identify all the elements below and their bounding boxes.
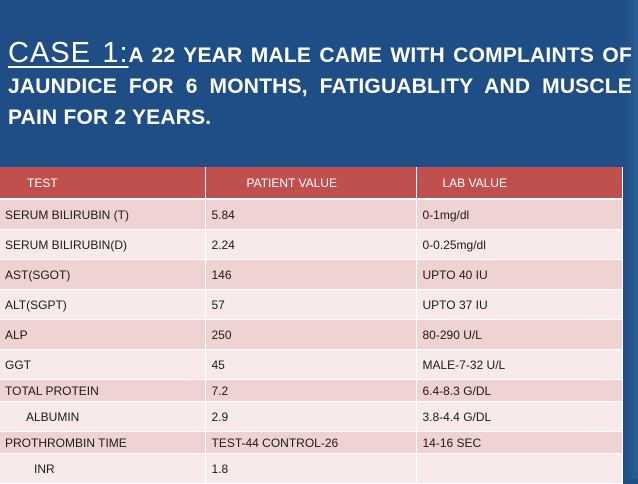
lab-value: 80-290 U/L <box>416 319 623 350</box>
table-row: TOTAL PROTEIN 7.2 6.4-8.3 G/DL <box>0 379 623 402</box>
table-row: INR 1.8 <box>0 453 623 484</box>
patient-value: 2.9 <box>205 401 417 432</box>
lab-value: 0-1mg/dl <box>416 199 623 230</box>
patient-value: 45 <box>205 349 417 380</box>
case-label: CASE 1: <box>8 37 129 69</box>
patient-value: 250 <box>205 319 417 350</box>
table-row: AST(SGOT) 146 UPTO 40 IU <box>0 259 623 290</box>
lab-value <box>416 453 623 484</box>
patient-value: TEST-44 CONTROL-26 <box>205 431 417 454</box>
lab-value: MALE-7-32 U/L <box>416 349 623 380</box>
test-name: GGT <box>0 349 206 380</box>
table-row: SERUM BILIRUBIN (T) 5.84 0-1mg/dl <box>0 199 623 230</box>
table-row: ALT(SGPT) 57 UPTO 37 IU <box>0 289 623 320</box>
test-name: ALP <box>0 319 206 350</box>
test-name: AST(SGOT) <box>0 259 206 290</box>
table-header-row: TEST PATIENT VALUE LAB VALUE <box>0 167 623 200</box>
slide-title: CASE 1:A 22 YEAR MALE CAME WITH COMPLAIN… <box>8 38 632 133</box>
patient-value: 5.84 <box>205 199 417 230</box>
header-test: TEST <box>0 167 206 200</box>
test-name: ALBUMIN <box>0 401 206 432</box>
patient-value: 2.24 <box>205 229 417 260</box>
test-name: SERUM BILIRUBIN (T) <box>0 199 206 230</box>
table-row: ALBUMIN 2.9 3.8-4.4 G/DL <box>0 401 623 432</box>
test-name: PROTHROMBIN TIME <box>0 431 206 454</box>
table-row: PROTHROMBIN TIME TEST-44 CONTROL-26 14-1… <box>0 431 623 454</box>
slide-edge-decoration <box>624 0 638 479</box>
lab-value: UPTO 37 IU <box>416 289 623 320</box>
lab-value: 3.8-4.4 G/DL <box>416 401 623 432</box>
lab-value: 14-16 SEC <box>416 431 623 454</box>
test-name: ALT(SGPT) <box>0 289 206 320</box>
header-lab-value: LAB VALUE <box>416 167 623 200</box>
lab-value: UPTO 40 IU <box>416 259 623 290</box>
case-description: A 22 YEAR MALE CAME WITH COMPLAINTS OF J… <box>8 44 632 129</box>
patient-value: 7.2 <box>205 379 417 402</box>
table-row: GGT 45 MALE-7-32 U/L <box>0 349 623 380</box>
lab-value: 0-0.25mg/dl <box>416 229 623 260</box>
patient-value: 146 <box>205 259 417 290</box>
table-row: ALP 250 80-290 U/L <box>0 319 623 350</box>
lab-value: 6.4-8.3 G/DL <box>416 379 623 402</box>
test-name: SERUM BILIRUBIN(D) <box>0 229 206 260</box>
patient-value: 57 <box>205 289 417 320</box>
header-patient-value: PATIENT VALUE <box>205 167 417 200</box>
table-row: SERUM BILIRUBIN(D) 2.24 0-0.25mg/dl <box>0 229 623 260</box>
lab-results-table: TEST PATIENT VALUE LAB VALUE SERUM BILIR… <box>0 167 623 484</box>
patient-value: 1.8 <box>205 453 417 484</box>
test-name: INR <box>0 453 206 484</box>
test-name: TOTAL PROTEIN <box>0 379 206 402</box>
